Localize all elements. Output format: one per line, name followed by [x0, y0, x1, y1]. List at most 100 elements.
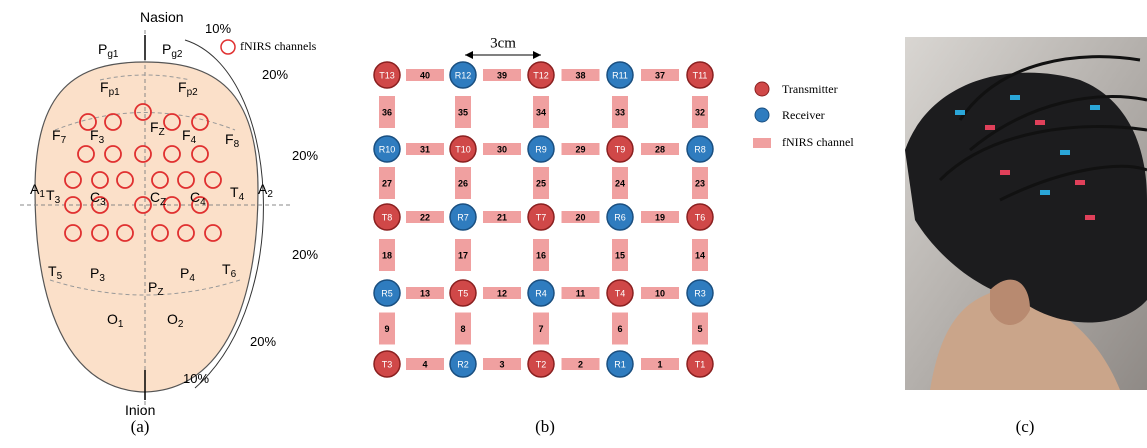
channel-label: 12 [497, 288, 507, 298]
label-main: P [162, 41, 171, 57]
legend-label: fNIRS channel [782, 135, 854, 149]
optode-label: T7 [536, 212, 547, 222]
legend-label: Transmitter [782, 82, 838, 96]
legend-label: fNIRS channels [240, 39, 317, 53]
label-sub: 3 [100, 197, 106, 208]
label-main: 20% [292, 247, 318, 262]
channel-label: 21 [497, 212, 507, 222]
label-main: F [52, 127, 61, 143]
label-main: Inion [125, 402, 155, 418]
legend-label: Receiver [782, 108, 825, 122]
label-sub: 3 [55, 195, 61, 206]
optode-label: T9 [615, 144, 626, 154]
label-main: C [190, 189, 200, 205]
label-main: F [150, 119, 159, 135]
label-main: F [100, 79, 109, 95]
channel-label: 30 [497, 144, 507, 154]
label-main: F [182, 127, 191, 143]
channel-label: 15 [615, 250, 625, 260]
channel-label: 28 [655, 144, 665, 154]
channel-label: 5 [697, 324, 702, 334]
channel-label: 20 [575, 212, 585, 222]
channel-label: 24 [615, 178, 625, 188]
optode-label: R4 [535, 288, 547, 298]
label-sub: Z [160, 197, 166, 208]
channel-label: 37 [655, 70, 665, 80]
channel-label: 29 [575, 144, 585, 154]
label-main: P [180, 265, 189, 281]
channel-label: 34 [536, 107, 546, 117]
label-main: P [148, 279, 157, 295]
label-sub: 4 [239, 192, 245, 203]
channel-label: 4 [422, 359, 427, 369]
legend-symbol [755, 82, 769, 96]
channel-label: 26 [458, 178, 468, 188]
optode-label: T3 [382, 359, 393, 369]
label-main: 10% [205, 21, 231, 36]
caption: (a) [131, 417, 150, 436]
label-sub: p1 [109, 87, 121, 98]
electrode-label: 20% [292, 148, 318, 163]
channel-label: 38 [575, 70, 585, 80]
label-sub: Z [157, 287, 163, 298]
optode-label: T10 [455, 144, 471, 154]
label-sub: 2 [178, 319, 184, 330]
channel-label: 8 [460, 324, 465, 334]
optode-label: R11 [612, 70, 628, 80]
optode-label: R7 [457, 212, 469, 222]
legend-symbol [221, 40, 235, 54]
optode-label: T6 [695, 212, 706, 222]
label-sub: 8 [234, 139, 240, 150]
electrode-label: 10% [205, 21, 231, 36]
label-sub: 3 [99, 273, 105, 284]
label-main: F [225, 131, 234, 147]
optode-label: R1 [614, 359, 626, 369]
label-main: O [107, 311, 118, 327]
optode-label: R3 [694, 288, 706, 298]
optode-label: T5 [458, 288, 469, 298]
figure: fNIRS channels Transmitter Receiver fNIR… [0, 0, 1147, 443]
legend-symbol [753, 138, 771, 148]
optode-label: T4 [615, 288, 626, 298]
channel-label: 40 [420, 70, 430, 80]
optode-label: R5 [381, 288, 393, 298]
optode-label: T2 [536, 359, 547, 369]
channel-label: 18 [382, 250, 392, 260]
optode-label: R8 [694, 144, 706, 154]
channel-label: 16 [536, 250, 546, 260]
optode-label: T13 [379, 70, 395, 80]
electrode-label: Nasion [140, 9, 184, 25]
channel-label: 31 [420, 144, 430, 154]
channel-label: 3 [499, 359, 504, 369]
label-main: F [90, 127, 99, 143]
label-main: C [90, 189, 100, 205]
label-sub: 2 [267, 189, 273, 200]
label-main: F [178, 79, 187, 95]
head-diagram: fNIRS channels [20, 30, 317, 410]
label-sub: p2 [187, 87, 199, 98]
electrode-label: Pg1 [98, 41, 119, 60]
channel-label: 33 [615, 107, 625, 117]
electrode-label: 20% [292, 247, 318, 262]
label-sub: 4 [200, 197, 206, 208]
label-main: 20% [262, 67, 288, 82]
label-main: O [167, 311, 178, 327]
label-main: P [98, 41, 107, 57]
optode-label: R12 [455, 70, 472, 80]
label-main: P [90, 265, 99, 281]
optode-label: T11 [693, 70, 708, 80]
label-sub: Z [159, 127, 165, 138]
grid-legend: Transmitter Receiver fNIRS channel 3cm [465, 35, 854, 148]
label-main: 20% [292, 148, 318, 163]
legend-symbol [755, 108, 769, 122]
label-main: Nasion [140, 9, 184, 25]
optode-label: T8 [382, 212, 393, 222]
channel-label: 11 [576, 288, 586, 298]
optode-label: T1 [695, 359, 706, 369]
label-sub: 1 [118, 319, 124, 330]
optode-label: R10 [379, 144, 396, 154]
label-sub: 3 [99, 135, 105, 146]
channel-label: 32 [695, 107, 705, 117]
electrode-label: Pg2 [162, 41, 183, 60]
channel-label: 10 [655, 288, 665, 298]
